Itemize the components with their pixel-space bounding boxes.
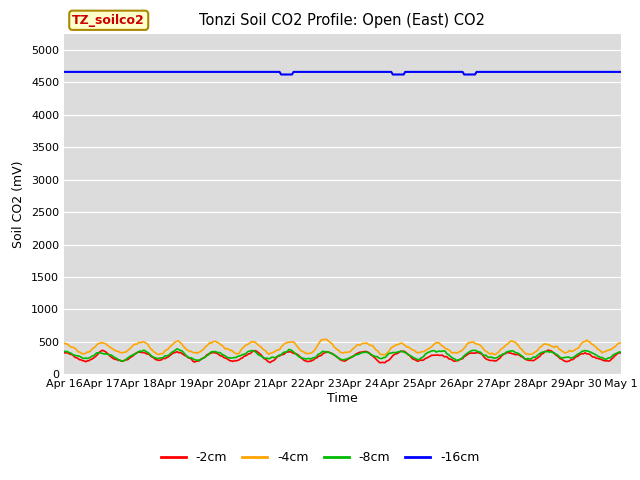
-8cm [130,351,138,357]
-2cm [617,350,625,356]
-4cm [244,341,252,347]
-16cm [588,69,595,75]
-16cm [226,69,234,75]
Y-axis label: Soil CO2 (mV): Soil CO2 (mV) [12,160,26,248]
-8cm [307,356,314,362]
-8cm [257,353,265,359]
-2cm [589,354,596,360]
-2cm [544,347,552,353]
-2cm [376,360,384,366]
-16cm [129,69,136,75]
Legend: -2cm, -4cm, -8cm, -16cm: -2cm, -4cm, -8cm, -16cm [156,446,484,469]
-16cm [277,72,285,77]
-4cm [381,352,389,358]
-16cm [244,69,252,75]
-4cm [617,340,625,346]
-8cm [617,349,625,355]
Line: -2cm: -2cm [64,350,621,363]
-2cm [129,354,136,360]
-4cm [254,342,262,348]
Text: TZ_soilco2: TZ_soilco2 [72,14,145,27]
-4cm [303,350,311,356]
-4cm [226,348,234,353]
-2cm [60,350,68,356]
-8cm [118,358,125,364]
-16cm [305,69,313,75]
-8cm [173,346,181,352]
-4cm [589,342,596,348]
-2cm [226,358,234,364]
-2cm [254,349,262,355]
Line: -4cm: -4cm [64,339,621,355]
Line: -8cm: -8cm [64,349,621,361]
-2cm [244,351,252,357]
-8cm [589,350,596,356]
X-axis label: Time: Time [327,392,358,405]
Line: -16cm: -16cm [64,72,621,74]
-8cm [229,355,237,361]
-8cm [248,348,255,353]
-16cm [617,69,625,75]
-16cm [254,69,262,75]
-16cm [60,69,68,75]
-4cm [60,340,68,346]
-8cm [60,348,68,354]
Title: Tonzi Soil CO2 Profile: Open (East) CO2: Tonzi Soil CO2 Profile: Open (East) CO2 [200,13,485,28]
-2cm [303,359,311,364]
-4cm [323,336,330,342]
-4cm [129,343,136,349]
